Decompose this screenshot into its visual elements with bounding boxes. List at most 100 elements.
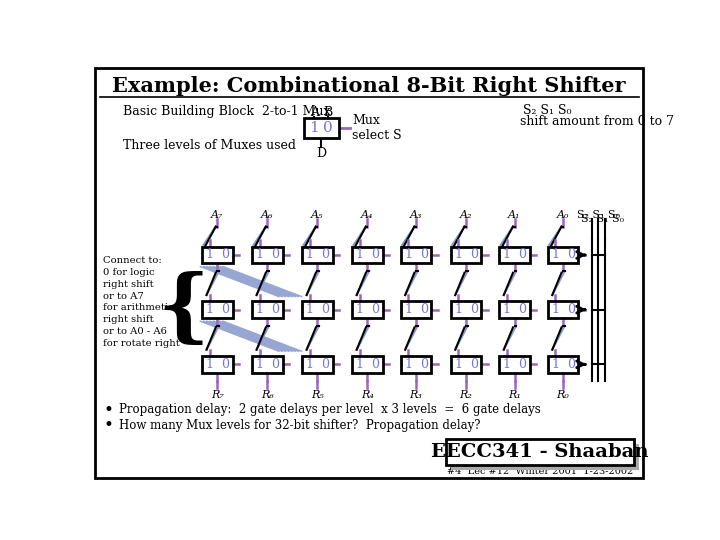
Text: R₀: R₀	[557, 390, 570, 400]
Bar	[400, 301, 431, 318]
Text: 1: 1	[356, 303, 364, 316]
Text: A₆: A₆	[261, 210, 274, 220]
Text: 0: 0	[372, 358, 379, 371]
Text: 1: 1	[256, 358, 264, 371]
Text: 1: 1	[306, 303, 314, 316]
Text: 1: 1	[404, 358, 413, 371]
Text: A: A	[310, 106, 319, 119]
Text: 1: 1	[503, 303, 510, 316]
Text: •: •	[104, 416, 114, 434]
Text: 0: 0	[271, 248, 279, 261]
Text: •: •	[104, 401, 114, 418]
Text: 0: 0	[221, 358, 229, 371]
Bar	[548, 356, 578, 373]
Text: R₁: R₁	[508, 390, 521, 400]
Bar	[499, 301, 530, 318]
Bar	[202, 247, 233, 264]
Bar	[451, 444, 639, 470]
Text: A₀: A₀	[557, 210, 570, 220]
Bar	[252, 301, 283, 318]
Text: S₂ S₁ S₀: S₂ S₁ S₀	[523, 105, 572, 118]
Bar	[352, 301, 383, 318]
Bar	[400, 356, 431, 373]
Text: 1: 1	[206, 358, 214, 371]
Bar	[400, 247, 431, 264]
Bar	[451, 301, 482, 318]
Bar	[499, 356, 530, 373]
Text: Mux
select S: Mux select S	[352, 114, 402, 142]
Text: 0: 0	[372, 303, 379, 316]
Text: 1: 1	[552, 248, 559, 261]
Bar	[202, 356, 233, 373]
Text: R₅: R₅	[311, 390, 324, 400]
Text: 1: 1	[454, 248, 462, 261]
Text: 0: 0	[567, 248, 575, 261]
Text: 0: 0	[420, 248, 428, 261]
Bar	[548, 247, 578, 264]
Text: 1: 1	[503, 358, 510, 371]
Text: Connect to:
0 for logic
right shift
or to A7
for arithmetic
right shift
or to A0: Connect to: 0 for logic right shift or t…	[102, 256, 179, 348]
Text: R₇: R₇	[211, 390, 224, 400]
Text: Propagation delay:  2 gate delays per level  x 3 levels  =  6 gate delays: Propagation delay: 2 gate delays per lev…	[119, 403, 541, 416]
Bar	[451, 247, 482, 264]
Text: 1: 1	[552, 303, 559, 316]
Text: #4  Lec #12  Winter 2001  1-23-2002: #4 Lec #12 Winter 2001 1-23-2002	[447, 467, 633, 476]
Text: Three levels of Muxes used: Three levels of Muxes used	[122, 139, 296, 152]
Text: 1: 1	[404, 248, 413, 261]
Text: 1: 1	[503, 248, 510, 261]
Bar	[252, 247, 283, 264]
Text: 0: 0	[321, 358, 329, 371]
Text: 0: 0	[469, 303, 478, 316]
Text: 0: 0	[518, 248, 526, 261]
Bar	[548, 301, 578, 318]
Bar	[304, 118, 339, 138]
Text: R₆: R₆	[261, 390, 274, 400]
Text: 0: 0	[321, 303, 329, 316]
Text: S₂ S₁ S₀: S₂ S₁ S₀	[577, 210, 620, 220]
Text: 0: 0	[469, 358, 478, 371]
Text: 1: 1	[206, 303, 214, 316]
Text: A₃: A₃	[410, 210, 422, 220]
Text: 0: 0	[518, 358, 526, 371]
Text: 0: 0	[221, 303, 229, 316]
Text: 0: 0	[323, 121, 333, 135]
Text: 0: 0	[420, 358, 428, 371]
Bar	[202, 301, 233, 318]
Text: A₄: A₄	[361, 210, 374, 220]
Text: 1: 1	[306, 358, 314, 371]
Text: 1: 1	[356, 358, 364, 371]
Text: A₅: A₅	[311, 210, 324, 220]
Bar	[302, 356, 333, 373]
Text: 1: 1	[552, 358, 559, 371]
Text: 0: 0	[372, 248, 379, 261]
Text: Basic Building Block  2-to-1 Mux: Basic Building Block 2-to-1 Mux	[122, 105, 330, 118]
Bar	[499, 247, 530, 264]
Bar	[352, 247, 383, 264]
Text: 1: 1	[206, 248, 214, 261]
Text: 1: 1	[356, 248, 364, 261]
Bar	[302, 247, 333, 264]
Text: 1: 1	[454, 358, 462, 371]
Bar	[352, 356, 383, 373]
Text: {: {	[157, 271, 209, 349]
Text: A₇: A₇	[211, 210, 223, 220]
Text: D: D	[316, 147, 326, 160]
Text: R₂: R₂	[459, 390, 472, 400]
Text: 0: 0	[518, 303, 526, 316]
Text: 0: 0	[221, 248, 229, 261]
Text: 1: 1	[256, 303, 264, 316]
Text: R₃: R₃	[410, 390, 423, 400]
Text: 1: 1	[310, 121, 319, 135]
Text: 0: 0	[469, 248, 478, 261]
Text: Example: Combinational 8-Bit Right Shifter: Example: Combinational 8-Bit Right Shift…	[112, 76, 626, 96]
Text: 0: 0	[567, 303, 575, 316]
Text: 0: 0	[567, 358, 575, 371]
Bar	[446, 439, 634, 465]
Text: A₂: A₂	[460, 210, 472, 220]
Bar	[302, 301, 333, 318]
Text: 0: 0	[420, 303, 428, 316]
Bar	[252, 356, 283, 373]
Text: How many Mux levels for 32-bit shifter?  Propagation delay?: How many Mux levels for 32-bit shifter? …	[119, 418, 480, 431]
Text: S₂ S₁ S₀: S₂ S₁ S₀	[581, 214, 624, 224]
Text: 0: 0	[321, 248, 329, 261]
